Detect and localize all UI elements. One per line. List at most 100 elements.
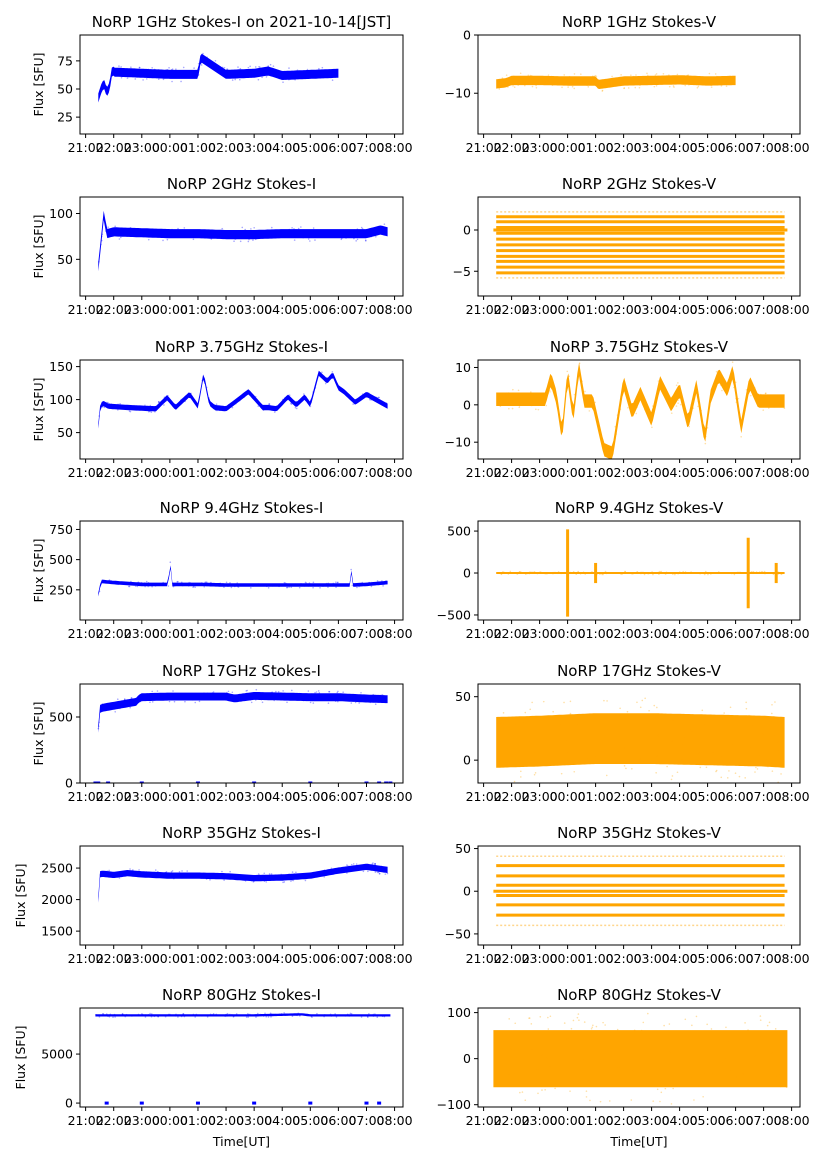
data-point xyxy=(736,1076,738,1078)
y-tick-label: 0 xyxy=(463,753,471,768)
data-point xyxy=(111,233,114,236)
x-tick-label: 05:00 xyxy=(292,302,328,317)
data-point xyxy=(212,696,214,698)
data-point xyxy=(281,78,283,81)
data-point xyxy=(241,71,243,73)
data-point xyxy=(257,873,260,875)
data-point xyxy=(684,571,687,573)
data-point xyxy=(187,73,190,76)
data-point xyxy=(169,561,172,563)
data-point xyxy=(507,573,510,575)
data-point xyxy=(616,1028,619,1031)
data-point xyxy=(777,1073,780,1076)
data-point xyxy=(247,1013,250,1016)
data-point xyxy=(351,584,354,587)
data-point xyxy=(189,582,192,584)
data-point xyxy=(156,234,159,237)
data-point xyxy=(364,584,366,587)
data-point xyxy=(172,690,174,692)
data-point xyxy=(265,1015,268,1018)
data-point xyxy=(215,1014,218,1017)
data-point xyxy=(357,229,360,232)
data-point xyxy=(146,229,149,231)
data-point xyxy=(521,721,524,723)
data-band xyxy=(98,370,388,429)
data-point xyxy=(762,733,764,735)
data-point xyxy=(368,228,370,231)
data-point xyxy=(327,582,330,585)
data-point xyxy=(223,66,226,69)
data-point xyxy=(695,391,697,394)
data-point xyxy=(543,1037,545,1040)
data-point xyxy=(682,570,684,573)
data-point xyxy=(664,573,667,575)
data-point xyxy=(510,83,513,86)
data-point xyxy=(239,240,242,243)
data-point xyxy=(529,78,532,81)
x-tick-label: 00:00 xyxy=(152,465,188,480)
data-point xyxy=(608,1100,611,1102)
data-point xyxy=(154,869,157,871)
data-point xyxy=(182,66,185,69)
data-point xyxy=(277,690,280,693)
data-point xyxy=(646,713,649,716)
data-point xyxy=(224,235,227,237)
data-point xyxy=(307,399,309,401)
data-point xyxy=(262,408,265,411)
data-point xyxy=(250,701,253,704)
data-point xyxy=(293,873,296,875)
x-tick-label: 00:00 xyxy=(152,626,188,641)
data-point xyxy=(533,394,536,396)
data-point xyxy=(606,700,608,702)
x-tick-label: 01:00 xyxy=(180,951,216,966)
y-axis-label: Flux [SFU] xyxy=(31,215,46,279)
data-point xyxy=(679,403,682,406)
data-point xyxy=(518,406,521,409)
x-tick-label: 07:00 xyxy=(746,626,782,641)
data-point xyxy=(171,80,173,83)
data-point xyxy=(335,1016,338,1018)
data-point xyxy=(727,1039,729,1042)
data-point xyxy=(249,391,251,393)
data-point xyxy=(231,406,234,409)
data-point xyxy=(720,776,723,779)
data-point xyxy=(119,234,122,237)
data-point xyxy=(151,701,154,703)
data-point xyxy=(253,1014,255,1017)
x-tick-label: 23:00 xyxy=(522,951,558,966)
data-point xyxy=(524,711,527,714)
data-point xyxy=(385,580,387,582)
data-point xyxy=(530,404,533,407)
data-point xyxy=(614,425,617,428)
data-point xyxy=(368,581,370,584)
data-point xyxy=(229,1013,231,1016)
data-point xyxy=(323,869,326,871)
data-point xyxy=(104,871,107,874)
data-point xyxy=(102,83,105,85)
data-point xyxy=(128,585,130,588)
data-point xyxy=(601,573,603,576)
data-point xyxy=(188,583,191,586)
data-point xyxy=(767,765,769,768)
data-point xyxy=(688,420,691,422)
data-point xyxy=(276,406,279,409)
data-point xyxy=(670,778,673,781)
data-point xyxy=(212,1013,215,1015)
data-point xyxy=(594,401,596,404)
data-point xyxy=(247,240,250,243)
data-point xyxy=(708,1047,711,1050)
data-point xyxy=(256,74,259,77)
data-point xyxy=(264,68,266,70)
zero-marker xyxy=(252,1101,257,1105)
data-point xyxy=(147,582,150,585)
data-point xyxy=(272,65,275,67)
data-point xyxy=(530,571,532,573)
data-band xyxy=(98,210,388,272)
data-point xyxy=(188,581,190,584)
data-point xyxy=(174,1014,177,1017)
x-tick-label: 08:00 xyxy=(774,789,810,804)
data-point xyxy=(605,774,608,777)
data-point xyxy=(577,571,580,574)
data-point xyxy=(202,52,204,55)
data-point xyxy=(279,584,282,586)
